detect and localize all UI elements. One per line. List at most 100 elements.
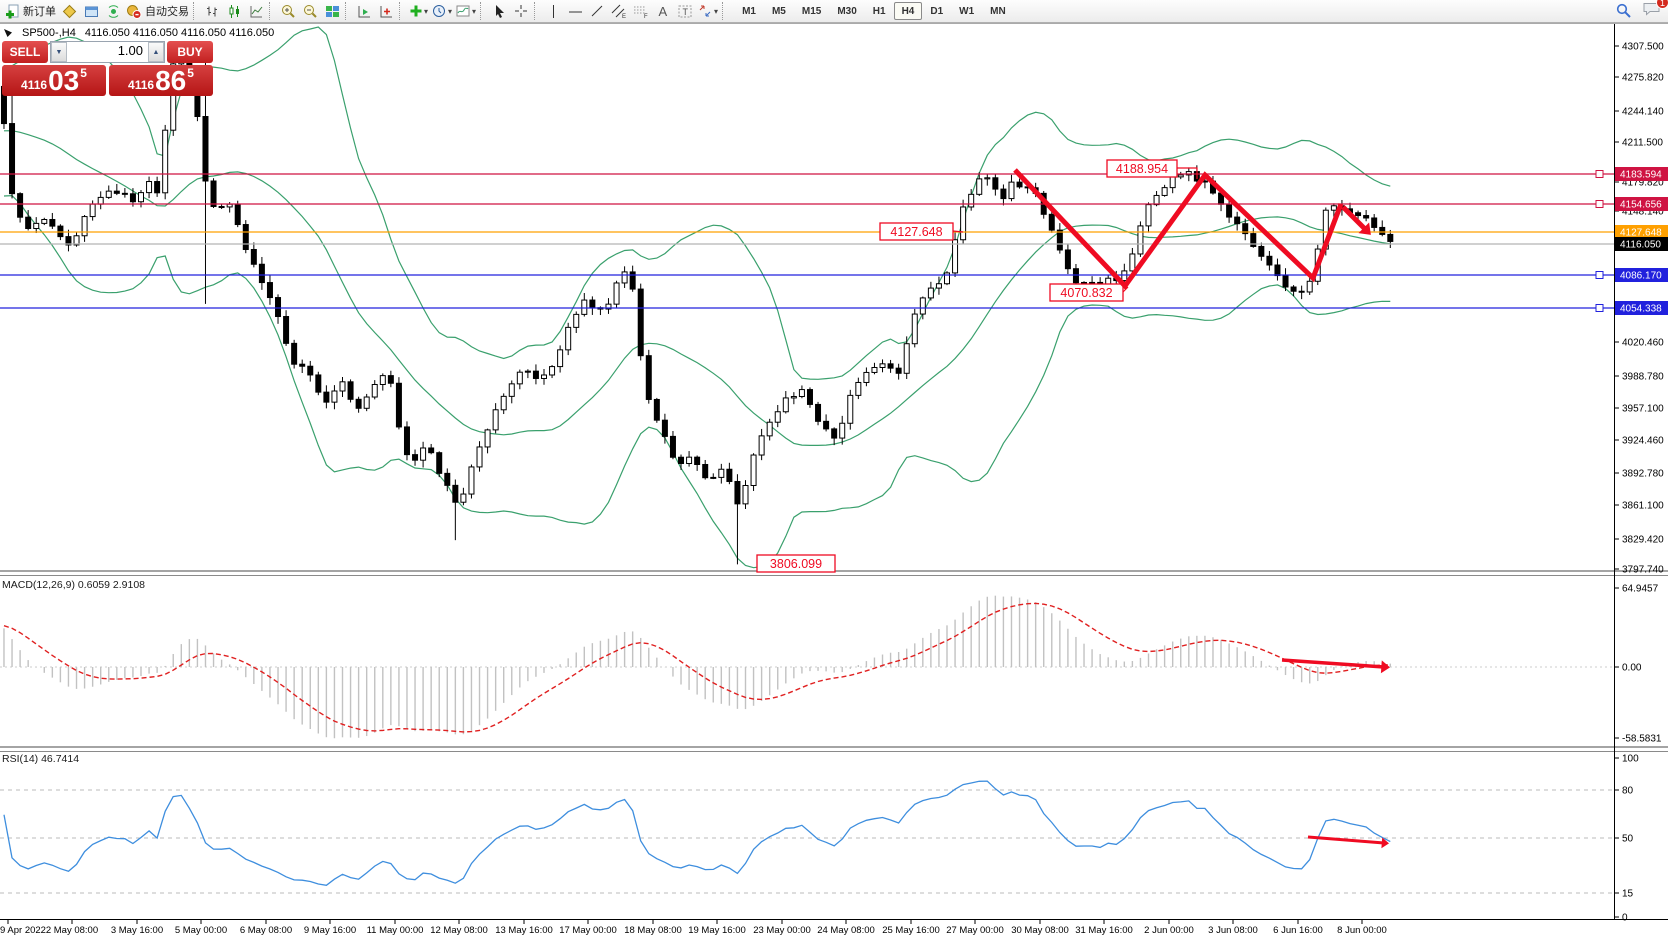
candle-body <box>831 428 838 439</box>
horizontal-line-tool-button[interactable] <box>564 1 586 21</box>
volume-input[interactable]: 1.00 <box>117 43 143 58</box>
zoom-in-button[interactable] <box>277 1 299 21</box>
candle-body <box>403 426 410 456</box>
rsi-axis-tick-label: 50 <box>1622 834 1634 845</box>
macd-arrow-drawing[interactable] <box>1281 658 1385 669</box>
periods-button[interactable]: ▾ <box>430 1 454 21</box>
cursor-tool-button[interactable] <box>488 1 510 21</box>
candle-body <box>927 287 934 299</box>
annotation-box[interactable] <box>1106 159 1178 178</box>
candle-body <box>968 193 975 208</box>
price-label-text: 4116.050 <box>1620 240 1661 251</box>
trend-arrow-drawing[interactable] <box>1341 205 1368 232</box>
timeframe-W1[interactable]: W1 <box>959 5 975 17</box>
sell-price-prefix: 4116 <box>21 78 48 92</box>
timeframe-MN[interactable]: MN <box>990 5 1006 17</box>
time-axis-label: 5 May 00:00 <box>175 925 227 936</box>
time-axis-label: 12 May 08:00 <box>430 925 488 936</box>
timeframe-M1[interactable]: M1 <box>742 5 756 17</box>
toolbar-separator <box>345 2 349 20</box>
chart-ohlc-quotes: 4116.050 4116.050 4116.050 4116.050 <box>84 27 275 39</box>
candle-body <box>1387 233 1394 242</box>
time-axis-label: 27 May 00:00 <box>946 925 1004 936</box>
candle-body <box>331 390 338 403</box>
chart-shift-button[interactable] <box>353 1 375 21</box>
candle-body <box>339 381 346 392</box>
price-line-handle[interactable] <box>1595 200 1604 208</box>
candlestick-icon <box>229 4 239 18</box>
candle-body <box>146 181 153 194</box>
sell-button[interactable]: SELL <box>2 41 48 63</box>
candle-body <box>242 224 249 250</box>
bar-chart-mode-button[interactable] <box>201 1 223 21</box>
new-order-button[interactable]: 新订单 <box>3 1 58 21</box>
price-line-handle[interactable] <box>1595 271 1604 279</box>
candle-body <box>129 193 136 203</box>
indicators-button[interactable]: ▾ <box>407 1 430 21</box>
search-icon[interactable] <box>1616 3 1632 19</box>
candle-body <box>1298 290 1305 293</box>
candle-body <box>266 282 273 299</box>
chart-title: SP500-,H4 4116.050 4116.050 4116.050 411… <box>4 27 274 39</box>
templates-button[interactable]: ▾ <box>454 1 478 21</box>
terminal-panel-button[interactable] <box>80 1 102 21</box>
fibonacci-tool-button[interactable]: F <box>630 1 652 21</box>
volume-decrease-button[interactable]: ▼ <box>51 42 67 62</box>
timeframe-H1[interactable]: H1 <box>872 5 886 17</box>
autotrading-button[interactable]: 自动交易 <box>124 1 191 21</box>
buy-button[interactable]: BUY <box>167 41 213 63</box>
crosshair-tool-button[interactable] <box>510 1 532 21</box>
timeframe-D1[interactable]: D1 <box>930 5 944 17</box>
rsi-arrow-drawing[interactable] <box>1307 835 1385 845</box>
candle-body <box>1177 174 1184 178</box>
candle-body <box>347 381 354 400</box>
text-tool-button[interactable]: A <box>652 1 674 21</box>
timeframe-M15[interactable]: M15 <box>801 5 822 17</box>
candle-body <box>734 480 741 505</box>
price-label-text: 4086.170 <box>1620 271 1662 282</box>
auto-scroll-button[interactable] <box>375 1 397 21</box>
candle-body <box>363 396 370 409</box>
auto-scroll-icon <box>380 5 392 17</box>
candle-body <box>1371 217 1378 228</box>
candle-body <box>960 206 967 241</box>
timeframe-M5[interactable]: M5 <box>771 5 786 17</box>
candle-body <box>1306 280 1313 293</box>
candle-body <box>806 389 813 405</box>
candle-body <box>686 456 693 464</box>
toolbar-separator <box>534 2 538 20</box>
annotation-box[interactable] <box>1049 283 1124 302</box>
arrows-tool-button[interactable]: ▾ <box>696 1 720 21</box>
trend-zigzag-drawing[interactable] <box>1013 168 1344 290</box>
trendline-tool-button[interactable] <box>586 1 608 21</box>
notifications-button[interactable]: 1 <box>1642 0 1668 21</box>
timeframe-M30[interactable]: M30 <box>837 5 857 17</box>
label-tool-button[interactable]: T <box>674 1 696 21</box>
candle-body <box>1185 171 1192 176</box>
candle-body <box>702 463 709 479</box>
channel-tool-button[interactable]: E <box>608 1 630 21</box>
candle-body <box>484 429 491 448</box>
candle-body <box>492 409 499 431</box>
annotation-box[interactable] <box>756 554 836 573</box>
volume-increase-button[interactable]: ▲ <box>148 42 164 62</box>
candle-chart-mode-button[interactable] <box>223 1 245 21</box>
zoom-out-button[interactable] <box>299 1 321 21</box>
signals-button[interactable] <box>102 1 124 21</box>
sell-price-display[interactable]: 4116 03 5 <box>2 65 106 96</box>
tile-windows-button[interactable] <box>321 1 343 21</box>
price-line-handle[interactable] <box>1595 170 1604 178</box>
price-line-handle[interactable] <box>1595 304 1604 312</box>
vertical-line-tool-button[interactable] <box>542 1 564 21</box>
candle-body <box>798 389 805 398</box>
time-axis-label: 9 Apr 2022 <box>0 925 46 936</box>
buy-price-display[interactable]: 4116 86 5 <box>109 65 213 96</box>
candle-body <box>573 313 580 328</box>
candle-body <box>976 178 983 195</box>
annotation-box[interactable] <box>879 222 954 241</box>
line-chart-mode-button[interactable] <box>245 1 267 21</box>
candle-body <box>1290 286 1297 292</box>
timeframe-H4[interactable]: H4 <box>893 2 923 20</box>
metaeditor-button[interactable] <box>58 1 80 21</box>
